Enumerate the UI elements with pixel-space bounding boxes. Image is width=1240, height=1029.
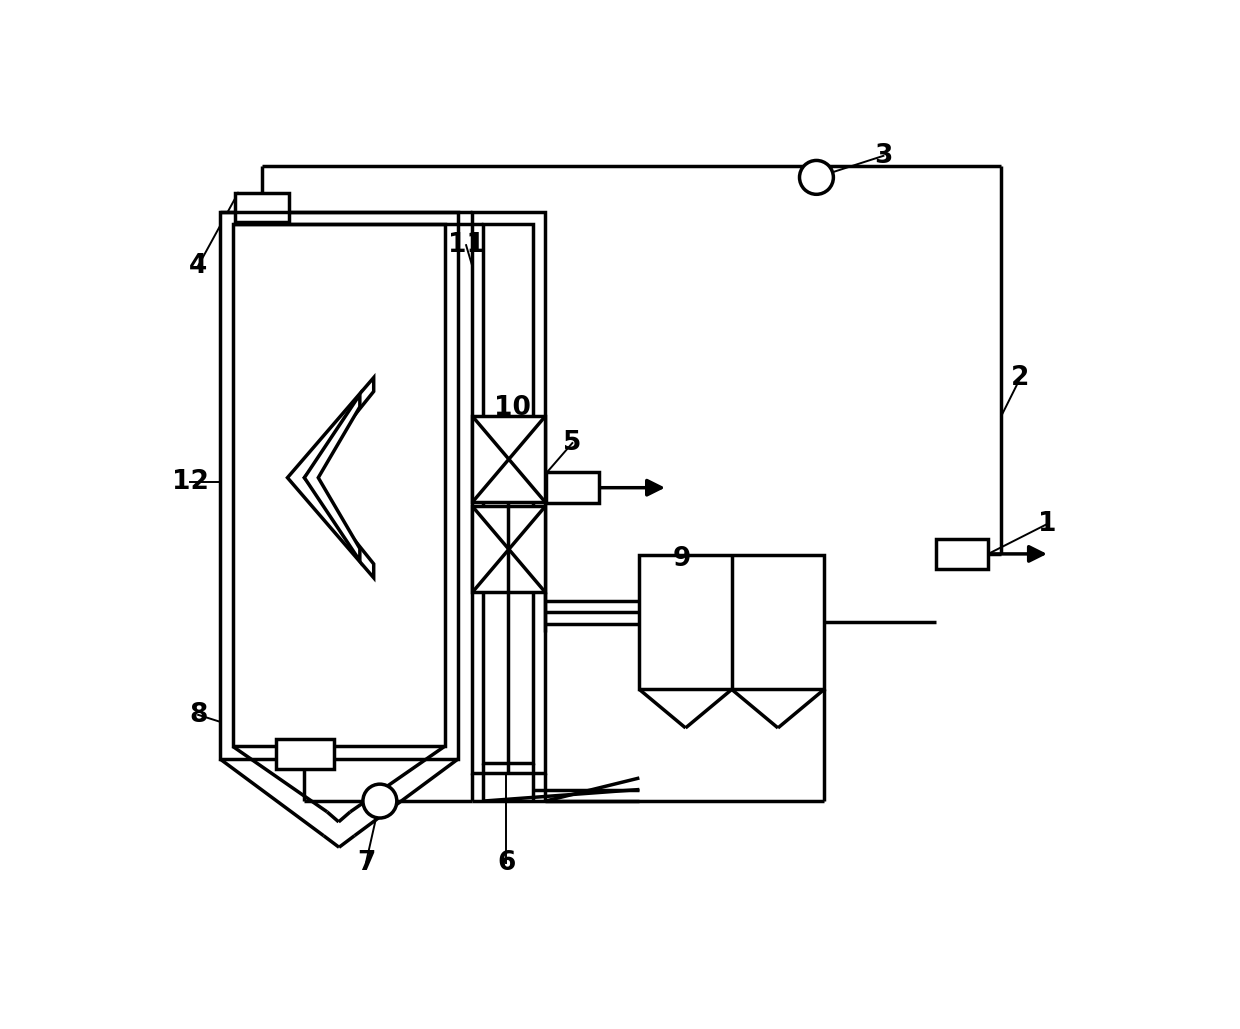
Text: 2: 2 — [1012, 364, 1029, 391]
Polygon shape — [472, 416, 546, 502]
Polygon shape — [236, 192, 289, 222]
Text: 7: 7 — [357, 850, 376, 876]
Text: 5: 5 — [563, 430, 582, 456]
Text: 10: 10 — [494, 395, 531, 422]
Text: 1: 1 — [1038, 510, 1056, 537]
Text: 9: 9 — [672, 545, 691, 571]
Polygon shape — [472, 506, 546, 593]
Text: 12: 12 — [172, 468, 208, 495]
Circle shape — [800, 161, 833, 194]
Polygon shape — [233, 224, 444, 746]
Circle shape — [363, 784, 397, 818]
Text: 8: 8 — [188, 702, 207, 728]
Polygon shape — [546, 472, 599, 503]
Text: 6: 6 — [497, 850, 516, 876]
Text: 3: 3 — [874, 143, 893, 169]
Polygon shape — [277, 740, 334, 769]
Polygon shape — [472, 212, 546, 773]
Text: 4: 4 — [188, 253, 207, 279]
Text: 11: 11 — [448, 233, 485, 258]
Polygon shape — [219, 212, 459, 758]
Polygon shape — [484, 224, 533, 764]
Polygon shape — [640, 555, 825, 689]
Polygon shape — [288, 378, 373, 577]
Polygon shape — [304, 394, 360, 561]
Polygon shape — [936, 539, 988, 569]
